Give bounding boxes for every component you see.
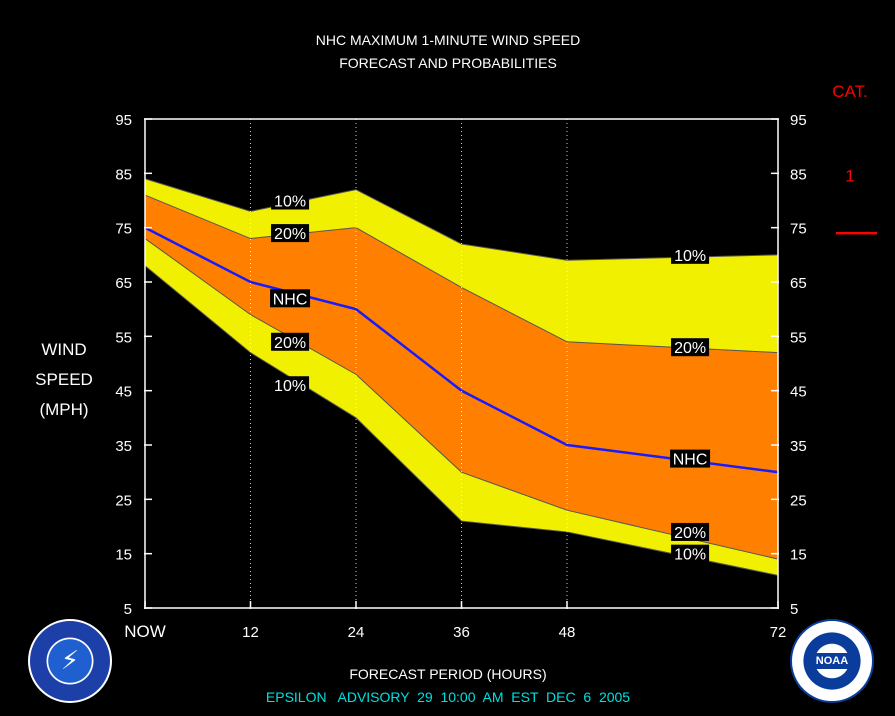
series-label-bg-0 bbox=[271, 191, 310, 210]
category-title: CAT. bbox=[832, 82, 868, 101]
series-label-4: 10% bbox=[271, 376, 310, 395]
series-label-bg-9 bbox=[671, 544, 710, 563]
x-axis-label: FORECAST PERIOD (HOURS) bbox=[349, 666, 546, 682]
y-tick-label-right-45: 45 bbox=[790, 384, 807, 401]
lightning-icon: ⚡ bbox=[60, 646, 80, 676]
category-label-1: 1 bbox=[845, 166, 854, 185]
plot-area bbox=[144, 178, 779, 576]
y-tick-label-left-75: 75 bbox=[115, 221, 132, 238]
series-label-text-5: 10% bbox=[674, 248, 706, 265]
x-tick-label-12: 12 bbox=[242, 624, 259, 641]
y-tick-label-left-85: 85 bbox=[115, 166, 132, 183]
y-tick-label-left-65: 65 bbox=[115, 275, 132, 292]
series-label-bg-5 bbox=[671, 245, 710, 264]
y-tick-label-left-15: 15 bbox=[115, 547, 132, 564]
y-tick-label-left-45: 45 bbox=[115, 384, 132, 401]
series-label-bg-4 bbox=[271, 376, 310, 395]
y-tick-label-left-25: 25 bbox=[115, 492, 132, 509]
series-label-text-1: 20% bbox=[274, 226, 306, 243]
y-axis-label: WIND SPEED (MPH) bbox=[35, 340, 93, 419]
series-label-1: 20% bbox=[271, 224, 310, 243]
y-tick-label-right-85: 85 bbox=[790, 166, 807, 183]
series-label-bg-1 bbox=[271, 224, 310, 243]
y-tick-label-left-95: 95 bbox=[115, 112, 132, 129]
band-edge-lower10 bbox=[144, 265, 779, 576]
y-tick-label-left-35: 35 bbox=[115, 438, 132, 455]
series-label-text-4: 10% bbox=[274, 378, 306, 395]
band-edge-lower20 bbox=[144, 238, 779, 560]
nhc-forecast-line bbox=[144, 226, 779, 474]
series-label-bg-3 bbox=[271, 332, 310, 351]
series-label-5: 10% bbox=[671, 245, 710, 265]
category-scale: 1 bbox=[836, 166, 877, 235]
x-tick-label-72: 72 bbox=[770, 624, 787, 641]
noaa-bird-icon: NOAA bbox=[812, 653, 852, 669]
x-tick-label-24: 24 bbox=[348, 624, 365, 641]
y-tick-label-right-75: 75 bbox=[790, 221, 807, 238]
series-label-bg-2 bbox=[270, 289, 311, 308]
nws-logo: ⚡ bbox=[28, 619, 112, 703]
band-edge-upper10 bbox=[144, 178, 779, 261]
y-tick-label-right-55: 55 bbox=[790, 329, 807, 346]
y-tick-label-right-65: 65 bbox=[790, 275, 807, 292]
series-label-9: 10% bbox=[671, 544, 710, 564]
series-label-bg-8 bbox=[671, 522, 710, 541]
series-label-6: 20% bbox=[671, 338, 710, 357]
series-label-7: NHC bbox=[670, 449, 711, 469]
y-tick-label-right-5: 5 bbox=[790, 601, 798, 618]
inner-band-20pct bbox=[145, 195, 778, 560]
y-tick-label-right-25: 25 bbox=[790, 492, 807, 509]
series-labels: 10% 20% NHC 20% 10% 10% 20% NHC 20% 10% bbox=[270, 191, 711, 564]
series-label-text-9: 10% bbox=[674, 547, 706, 564]
x-tick-label-now: NOW bbox=[124, 622, 166, 641]
series-label-bg-7 bbox=[670, 449, 711, 468]
y-tick-label-left-5: 5 bbox=[124, 601, 132, 618]
advisory-footer: EPSILON ADVISORY 29 10:00 AM EST DEC 6 2… bbox=[266, 689, 630, 705]
y-axis-label-line-2: SPEED bbox=[35, 370, 93, 389]
series-label-3: 20% bbox=[271, 332, 310, 352]
series-label-text-2: NHC bbox=[273, 291, 308, 308]
series-label-text-7: NHC bbox=[673, 452, 708, 469]
y-axis-label-line-3: (MPH) bbox=[39, 400, 88, 419]
series-label-8: 20% bbox=[671, 522, 710, 542]
series-label-text-6: 20% bbox=[674, 340, 706, 357]
y-axis-label-line-1: WIND bbox=[41, 340, 86, 359]
band-edge-upper20 bbox=[144, 194, 779, 354]
chart-subtitle: FORECAST AND PROBABILITIES bbox=[339, 55, 557, 71]
series-label-text-8: 20% bbox=[674, 525, 706, 542]
noaa-logo: NOAA bbox=[790, 619, 874, 703]
axes: 95 85 75 65 55 45 35 25 15 5 95 85 75 65 55 45 35 25 15 5 NO… bbox=[115, 112, 806, 641]
chart-title: NHC MAXIMUM 1-MINUTE WIND SPEED bbox=[316, 32, 580, 48]
series-label-0: 10% bbox=[271, 191, 310, 211]
series-label-2: NHC bbox=[270, 289, 311, 308]
y-tick-label-right-35: 35 bbox=[790, 438, 807, 455]
y-tick-label-left-55: 55 bbox=[115, 329, 132, 346]
x-tick-label-36: 36 bbox=[453, 624, 470, 641]
y-tick-label-right-15: 15 bbox=[790, 547, 807, 564]
y-tick-label-right-95: 95 bbox=[790, 112, 807, 129]
series-label-text-3: 20% bbox=[274, 335, 306, 352]
x-tick-label-48: 48 bbox=[559, 624, 576, 641]
series-label-bg-6 bbox=[671, 338, 710, 357]
series-label-text-0: 10% bbox=[274, 194, 306, 211]
